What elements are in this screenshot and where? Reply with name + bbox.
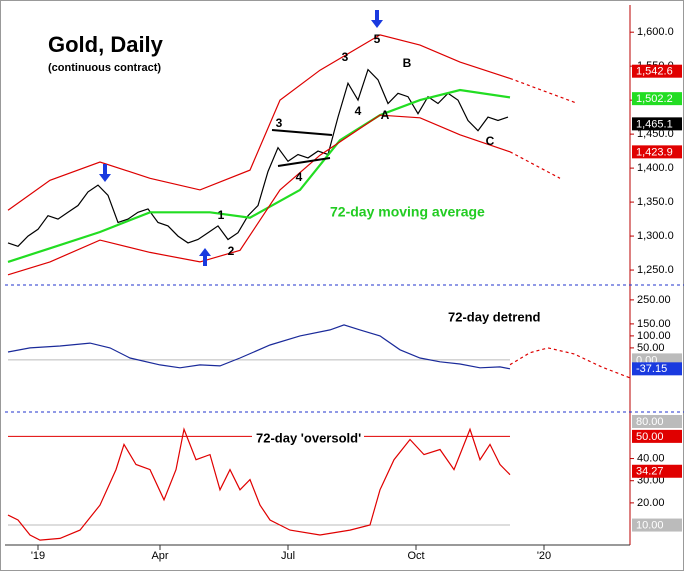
arrow-down bbox=[99, 164, 111, 182]
top-tag bbox=[632, 415, 682, 428]
y-tick-label: 50.00 bbox=[637, 342, 665, 354]
wave-label: C bbox=[486, 134, 495, 148]
value-tag bbox=[632, 429, 682, 443]
panel bbox=[7, 324, 630, 379]
y-tick-label: 1,400.0 bbox=[637, 162, 674, 174]
y-tick-label: 1,600.0 bbox=[637, 26, 674, 38]
chart-title: Gold, Daily bbox=[48, 32, 164, 57]
y-tick-label: 150.00 bbox=[637, 318, 671, 330]
value-tag bbox=[632, 117, 682, 131]
wave-label: 2 bbox=[228, 244, 235, 258]
wave-label: 4 bbox=[296, 170, 303, 184]
series-line bbox=[7, 324, 511, 370]
series-line bbox=[7, 88, 511, 263]
y-tick-label: 1,300.0 bbox=[637, 230, 674, 242]
annotations: Gold, Daily (continuous contract) 72-day… bbox=[48, 10, 682, 446]
triangle-line bbox=[271, 129, 333, 136]
series-line bbox=[7, 427, 511, 541]
series-line bbox=[509, 347, 630, 379]
arrow-up bbox=[199, 248, 211, 266]
value-tag bbox=[632, 92, 682, 106]
annotation: 72-day 'oversold' bbox=[256, 430, 361, 445]
value-tag-label: -37.15 bbox=[636, 363, 667, 375]
value-tag-label: 1,423.9 bbox=[636, 146, 673, 158]
x-tick-label: '19 bbox=[31, 550, 45, 562]
x-tick-label: Oct bbox=[407, 550, 424, 562]
wave-label: B bbox=[403, 56, 412, 70]
top-tag-label: 80.00 bbox=[636, 416, 664, 428]
value-tag-label: 10.00 bbox=[636, 519, 664, 531]
value-tag bbox=[632, 518, 682, 532]
annotation: 72-day detrend bbox=[448, 309, 541, 324]
value-tag bbox=[632, 464, 682, 478]
wave-label: 1 bbox=[218, 208, 225, 222]
x-tick-label: Apr bbox=[151, 550, 168, 562]
value-tag bbox=[632, 64, 682, 78]
x-tick-label: '20 bbox=[537, 550, 551, 562]
triangle-line bbox=[277, 157, 331, 167]
y-tick-label: 1,250.0 bbox=[637, 264, 674, 276]
y-tick-label: 20.00 bbox=[637, 497, 665, 509]
value-tag bbox=[632, 145, 682, 159]
y-tick-label: 250.00 bbox=[637, 294, 671, 306]
value-tag-label: 34.27 bbox=[636, 466, 664, 478]
wave-label: 4 bbox=[355, 104, 362, 118]
series-line bbox=[7, 34, 511, 211]
panel bbox=[7, 34, 577, 276]
wave-label: 5 bbox=[374, 32, 381, 46]
y-tick-label: 1,450.0 bbox=[637, 128, 674, 140]
annotation: 72-day moving average bbox=[330, 204, 485, 220]
annotation-bg bbox=[252, 430, 364, 446]
wave-label: 3 bbox=[342, 50, 349, 64]
plot-layer: 1,600.01,550.01,500.01,450.01,400.01,350… bbox=[7, 26, 682, 562]
value-tag bbox=[632, 362, 682, 376]
wave-label: A bbox=[381, 108, 390, 122]
series-line bbox=[7, 114, 511, 276]
value-tag-label: 1,502.2 bbox=[636, 93, 673, 105]
value-tag-label: 1,542.6 bbox=[636, 66, 673, 78]
wave-label: 3 bbox=[276, 116, 283, 130]
value-tag-label: 1,465.1 bbox=[636, 118, 673, 130]
y-tick-label: 1,350.0 bbox=[637, 196, 674, 208]
chart-subtitle: (continuous contract) bbox=[48, 62, 161, 74]
series-line bbox=[7, 68, 509, 247]
arrow-down bbox=[371, 10, 383, 28]
y-tick-label: 100.00 bbox=[637, 330, 671, 342]
y-tick-label: 40.00 bbox=[637, 452, 665, 464]
x-tick-label: Jul bbox=[281, 550, 295, 562]
value-tag-label: 50.00 bbox=[636, 431, 664, 443]
